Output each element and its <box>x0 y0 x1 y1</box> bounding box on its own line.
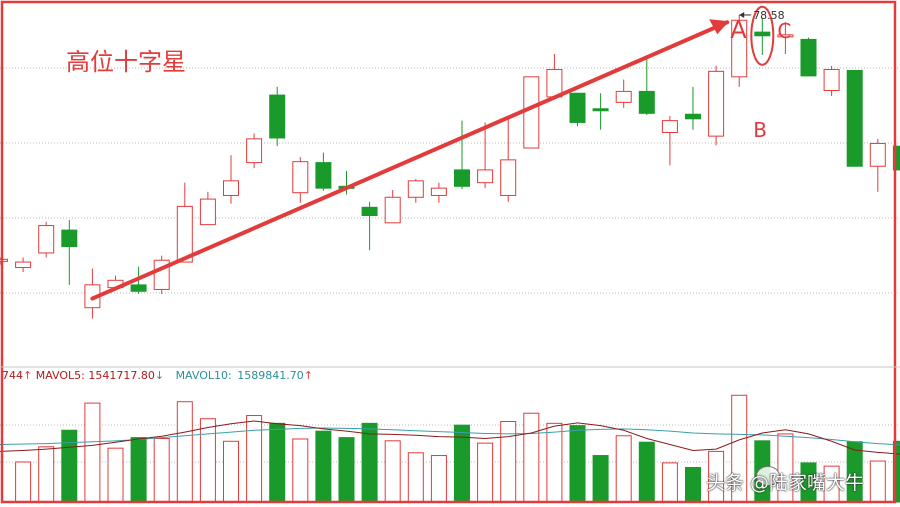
volume-bar <box>199 418 216 503</box>
volume-bar <box>638 441 655 503</box>
highlight-ellipse <box>750 5 775 66</box>
vol-prefix: 744 <box>2 369 23 382</box>
volume-bar <box>892 440 900 503</box>
mavol10-line <box>0 427 900 446</box>
mavol5-label: MAVOL5: <box>35 369 85 382</box>
candle-body <box>823 69 840 92</box>
label-c: C <box>777 19 791 43</box>
mavol10-arrow: ↑ <box>303 369 313 382</box>
volume-bar <box>430 455 447 503</box>
volume-bar <box>107 447 124 503</box>
candle-body <box>615 90 632 103</box>
volume-bar <box>546 422 563 503</box>
mavol5-line <box>0 420 900 455</box>
volume-bar <box>361 422 378 503</box>
volume-ma-lines <box>0 420 900 455</box>
volume-bar <box>223 440 239 503</box>
candle-body <box>685 113 701 120</box>
volume-bar <box>15 461 32 503</box>
candle-body <box>546 69 563 98</box>
volume-bar <box>269 422 286 503</box>
candle-body <box>454 169 470 187</box>
candle-body <box>869 142 886 167</box>
candle-body <box>292 161 309 194</box>
trend-arrow <box>90 20 730 301</box>
candle-body <box>315 162 332 189</box>
volume-bar <box>523 412 540 503</box>
volume-bar <box>477 442 494 503</box>
mavol5-value: 1541717.80 <box>88 369 155 382</box>
candlestick-series <box>0 14 900 319</box>
candle-body <box>223 180 239 196</box>
candle-body <box>661 120 678 133</box>
high-marker-arrow <box>739 11 745 18</box>
candle-body <box>130 284 147 292</box>
candle-body <box>430 187 447 196</box>
volume-bar <box>592 455 609 503</box>
mavol10-value: 1589841.70 <box>237 369 304 382</box>
candle-body <box>800 38 817 77</box>
candle-body <box>846 69 863 167</box>
watermark: 头条 @陆家嘴大牛 <box>706 472 865 494</box>
label-b: B <box>753 118 767 142</box>
volume-bar <box>407 452 424 503</box>
candle-body <box>176 205 193 263</box>
candle-body <box>246 138 263 164</box>
trend-arrow-head <box>709 19 730 35</box>
volume-bar <box>685 467 701 503</box>
volume-bar <box>292 438 309 503</box>
candle-body <box>777 34 794 38</box>
annotation-overlay: A B C78.58 <box>90 5 791 301</box>
volume-grid <box>0 424 900 463</box>
volume-bar <box>61 429 78 503</box>
candle-body <box>638 90 655 114</box>
volume-bar <box>338 437 355 503</box>
volume-bar <box>176 401 193 503</box>
volume-bars <box>15 394 900 503</box>
price-grid <box>0 67 900 294</box>
volume-bar <box>384 440 401 503</box>
volume-bar <box>569 425 586 503</box>
volume-bar <box>315 430 332 503</box>
candle-body <box>384 196 401 224</box>
chart-title: 高位十字星 <box>66 48 186 76</box>
candle-body <box>754 31 771 37</box>
candle-body <box>523 76 540 149</box>
candle-body <box>269 94 286 139</box>
candle-body <box>592 108 609 112</box>
volume-bar <box>661 462 678 503</box>
high-price-label: 78.58 <box>753 9 785 22</box>
candle-body <box>569 92 586 123</box>
candle-body <box>892 145 900 171</box>
candle-body <box>38 225 55 254</box>
candle-body <box>731 19 748 78</box>
candle-body <box>407 180 424 198</box>
vol-prefix-arrow: ↑ <box>23 369 33 382</box>
volume-bar <box>38 446 55 503</box>
volume-bar <box>615 435 632 503</box>
mavol10-label: MAVOL10: <box>175 369 232 382</box>
candle-body <box>361 206 378 217</box>
candle-body <box>500 159 517 196</box>
candle-body <box>477 169 494 184</box>
mavol5-arrow: ↓ <box>154 369 165 382</box>
candle-body <box>199 198 216 226</box>
label-a: A <box>730 16 747 44</box>
candle-body <box>708 70 725 137</box>
volume-header: 744↑ MAVOL5: 1541717.80↓ MAVOL10: 158984… <box>2 369 313 382</box>
volume-bar <box>246 415 263 503</box>
volume-bar <box>84 402 101 503</box>
volume-bar <box>130 437 147 503</box>
wechat-icon <box>756 466 780 486</box>
candle-body <box>15 261 32 269</box>
candle-body <box>61 229 78 248</box>
volume-bar <box>153 438 170 503</box>
candle-body <box>0 258 8 262</box>
volume-bar <box>869 460 886 503</box>
